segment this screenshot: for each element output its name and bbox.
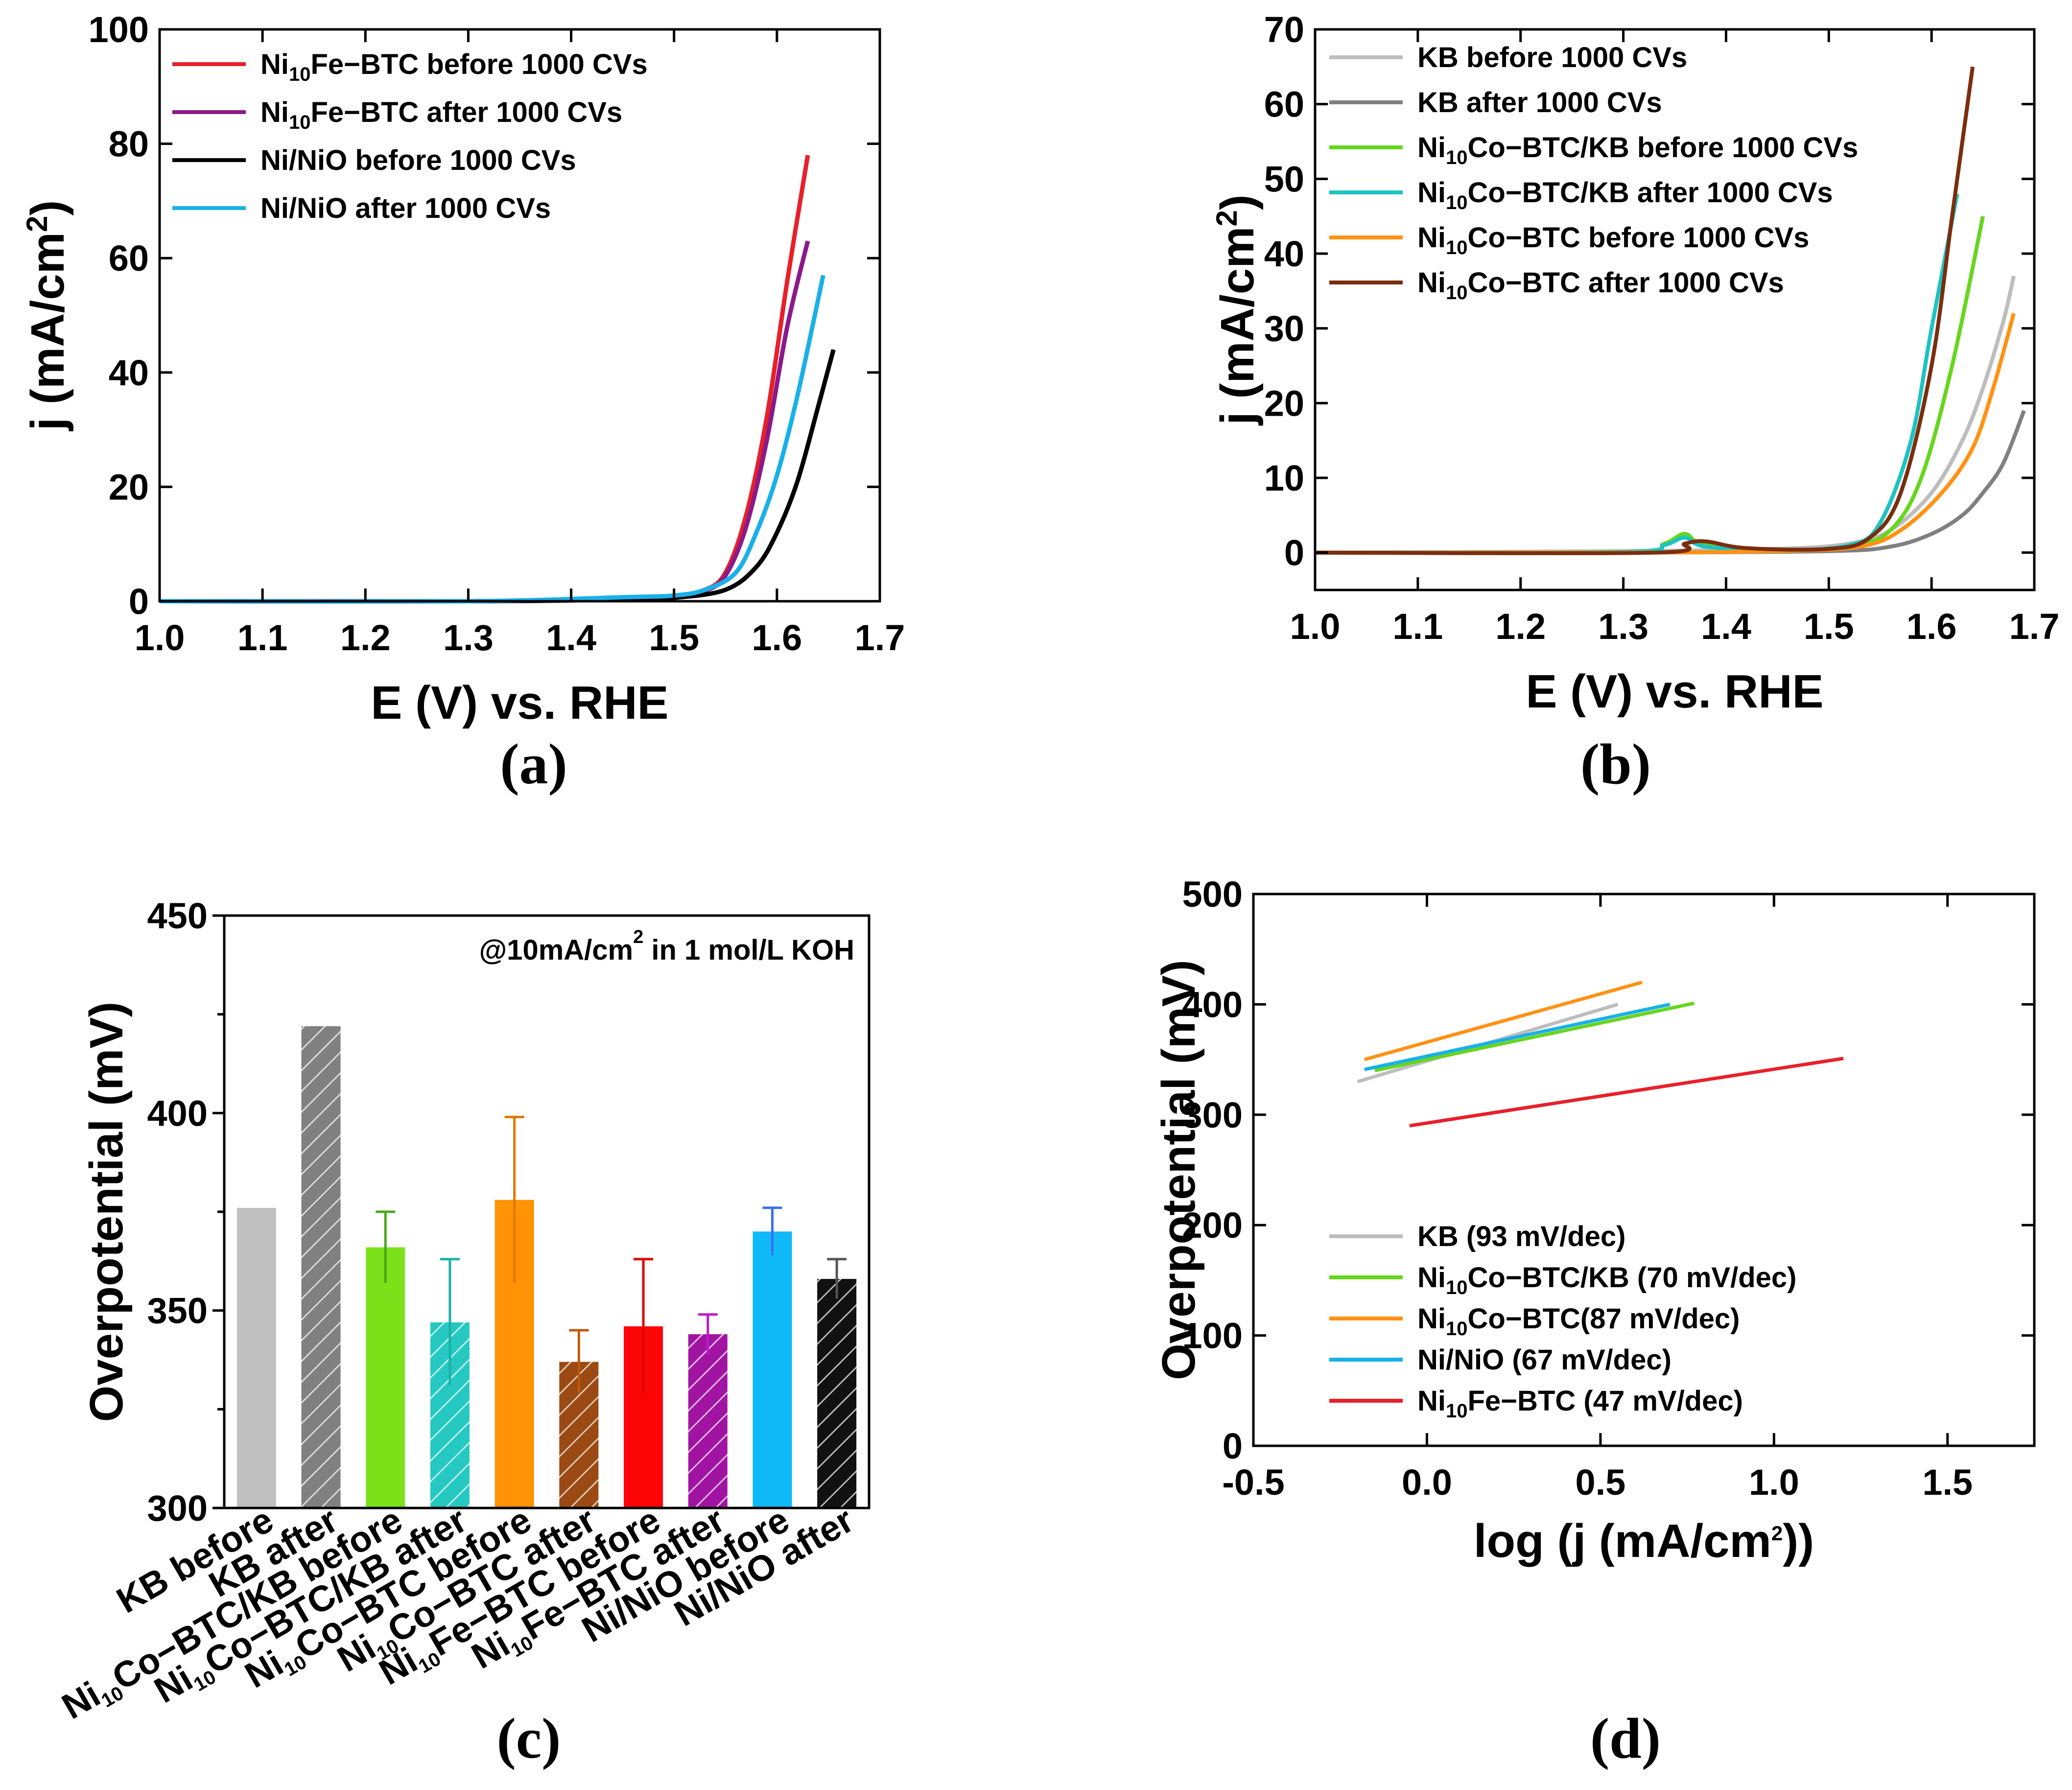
y-tick-label: 400 — [1182, 984, 1243, 1025]
y-tick-label: 500 — [1182, 874, 1243, 915]
x-tick-label: 1.0 — [1290, 606, 1341, 647]
y-tick-label: 40 — [109, 353, 149, 393]
legend-label: Ni10Co−BTC before 1000 CVs — [1417, 222, 1809, 259]
series-line-5 — [1315, 66, 1975, 556]
y-tick-label: 100 — [89, 9, 149, 50]
x-axis-label: log (j (mA/cm2)) — [1474, 1515, 1814, 1567]
bar — [366, 1247, 405, 1508]
x-tick-label: 1.6 — [752, 617, 802, 658]
y-tick-label: 30 — [1264, 308, 1304, 349]
legend-label: Ni10Co−BTC after 1000 CVs — [1417, 267, 1784, 304]
y-tick-label: 300 — [1182, 1095, 1243, 1135]
x-tick-label: 1.0 — [135, 617, 185, 658]
y-tick-label: 20 — [109, 467, 149, 507]
panel-label: (b) — [1580, 732, 1651, 796]
y-tick-label: 400 — [147, 1093, 208, 1133]
panel-label: (a) — [500, 732, 567, 796]
x-tick-label: 1.6 — [1907, 606, 1957, 647]
plot-frame — [1314, 28, 2036, 591]
y-tick-label: 0 — [129, 581, 149, 622]
series-line-3 — [1364, 1002, 1671, 1071]
y-tick-label: 300 — [147, 1488, 208, 1529]
y-tick-label: 20 — [1264, 383, 1304, 424]
x-tick-label: 1.4 — [546, 617, 596, 658]
x-tick-label: 1.2 — [340, 617, 391, 658]
bar — [688, 1334, 728, 1508]
panel-label: (d) — [1590, 1706, 1661, 1770]
panel-d-tafel-chart: -0.5 0.0 0.5 1.0 1.5 0 100 200 300 400 500 log (j (… — [1153, 874, 2036, 1567]
legend-label: Ni10Fe−BTC (47 mV/dec) — [1417, 1385, 1743, 1422]
y-tick-label: 40 — [1264, 234, 1304, 274]
x-tick-label: -0.5 — [1222, 1462, 1285, 1503]
annotation: @10mA/cm2 in 1 mol/L KOH — [479, 927, 854, 966]
panel-b-line-chart: 1.0 1.1 1.2 1.3 1.4 1.5 1.6 1.7 0 10 20 30 40 50 60 70 E… — [1210, 9, 2059, 718]
bar — [301, 1026, 341, 1508]
x-axis-label: E (V) vs. RHE — [371, 677, 668, 729]
x-tick-label: 1.4 — [1701, 606, 1751, 647]
legend-label: Ni/NiO after 1000 CVs — [260, 192, 551, 224]
legend-label: Ni10Co−BTC/KB after 1000 CVs — [1417, 177, 1833, 213]
y-tick-label: 100 — [1182, 1316, 1243, 1356]
series-line-4 — [1409, 1057, 1844, 1128]
x-tick-label: 1.1 — [237, 617, 288, 658]
legend-label: KB before 1000 CVs — [1417, 42, 1687, 73]
x-tick-label: 1.1 — [1392, 606, 1443, 647]
series-line-1 — [159, 240, 810, 604]
legend-label: Ni/NiO (67 mV/dec) — [1417, 1344, 1672, 1376]
y-tick-label: 50 — [1264, 159, 1304, 199]
y-tick-label: 80 — [109, 124, 149, 165]
bar — [817, 1279, 857, 1508]
x-tick-label: 0.5 — [1575, 1462, 1625, 1503]
legend-label: KB (93 mV/dec) — [1417, 1221, 1625, 1252]
bar — [753, 1231, 792, 1508]
series-line-3 — [159, 275, 825, 604]
panel-labels: (a) (b) (c) (d) — [497, 732, 1661, 1770]
plot-frame — [158, 28, 881, 603]
x-tick-label: 1.5 — [1804, 606, 1854, 647]
legend-label: Ni10Fe−BTC before 1000 CVs — [260, 48, 648, 85]
y-axis-label: j (mA/cm2) — [21, 200, 74, 432]
y-tick-label: 350 — [147, 1291, 208, 1331]
legend-label: Ni10Co−BTC/KB before 1000 CVs — [1417, 132, 1858, 168]
legend-label: Ni10Co−BTC/KB (70 mV/dec) — [1417, 1262, 1796, 1298]
legend-label: Ni10Fe−BTC after 1000 CVs — [260, 96, 622, 133]
plot-frame — [1252, 893, 2036, 1447]
series-line-2 — [1364, 980, 1643, 1061]
y-tick-label: 10 — [1264, 458, 1304, 498]
x-tick-label: 1.2 — [1495, 606, 1546, 647]
y-axis-label: Overpotential (mV) — [80, 1002, 133, 1422]
y-tick-label: 200 — [1182, 1205, 1243, 1246]
x-tick-label: 1.5 — [1922, 1462, 1973, 1503]
legend-label: Ni10Co−BTC(87 mV/dec) — [1417, 1303, 1740, 1340]
x-tick-label: 0.0 — [1402, 1462, 1452, 1503]
y-tick-label: 60 — [1264, 84, 1304, 125]
y-axis-label: Overpotential (mV) — [1153, 960, 1205, 1380]
y-tick-label: 60 — [109, 238, 149, 279]
x-tick-label: 1.7 — [2009, 606, 2060, 647]
legend-label: Ni/NiO before 1000 CVs — [260, 144, 576, 176]
x-axis-label: E (V) vs. RHE — [1526, 665, 1823, 718]
x-tick-label: 1.5 — [649, 617, 699, 658]
series-line-1 — [1374, 1001, 1695, 1073]
x-tick-label: 1.3 — [1598, 606, 1648, 647]
y-tick-label: 0 — [1223, 1426, 1243, 1466]
series-line-0 — [1315, 275, 2016, 555]
legend-label: KB after 1000 CVs — [1417, 87, 1662, 118]
bar — [236, 1207, 276, 1508]
y-tick-label: 70 — [1264, 9, 1304, 50]
y-tick-label: 0 — [1284, 533, 1304, 573]
x-tick-label: 1.0 — [1749, 1462, 1799, 1503]
panel-a-line-chart: 1.0 1.1 1.2 1.3 1.4 1.5 1.6 1.7 0 20 40 60 80 100 E (V… — [21, 9, 905, 729]
panel-label: (c) — [497, 1706, 561, 1770]
y-tick-label: 450 — [147, 895, 208, 936]
y-axis-label: j (mA/cm2) — [1210, 194, 1264, 426]
x-tick-label: 1.3 — [443, 617, 494, 658]
x-tick-label: 1.7 — [855, 617, 905, 658]
